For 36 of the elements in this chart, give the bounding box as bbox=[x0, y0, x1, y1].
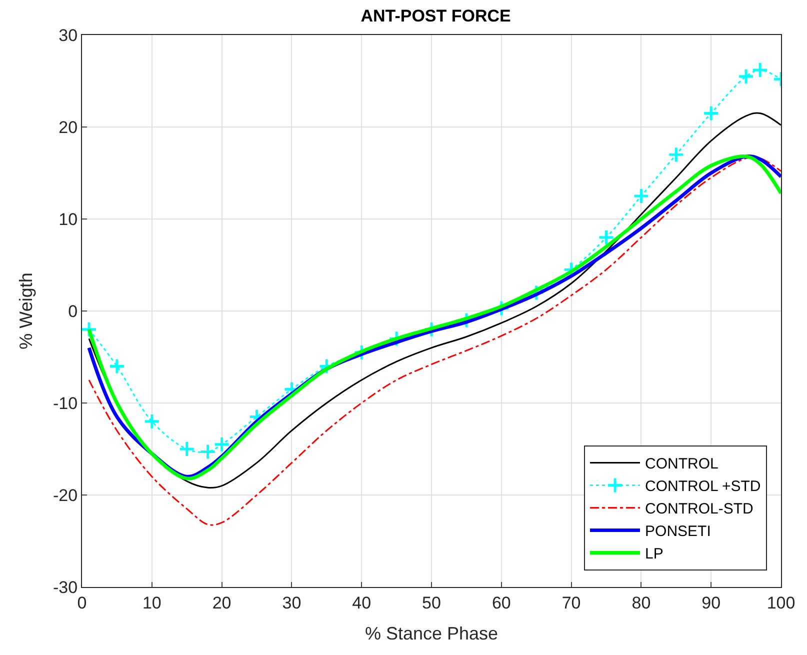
x-tick-label: 40 bbox=[352, 593, 372, 612]
legend-label: LP bbox=[645, 546, 664, 563]
y-tick-label: 10 bbox=[58, 210, 78, 229]
point bbox=[598, 229, 614, 246]
x-tick-label: 70 bbox=[562, 593, 581, 612]
y-tick-label: 0 bbox=[68, 302, 78, 321]
x-axis-title: % Stance Phase bbox=[364, 624, 498, 644]
x-tick-label: 60 bbox=[492, 593, 511, 612]
y-tick-label: -30 bbox=[53, 578, 78, 597]
point bbox=[200, 444, 216, 460]
x-tick-label: 50 bbox=[422, 593, 441, 612]
y-axis-title: % Weigth bbox=[16, 272, 36, 350]
legend-label: CONTROL +STD bbox=[645, 478, 761, 496]
point bbox=[178, 440, 196, 458]
point bbox=[144, 413, 160, 430]
x-tick-label: 20 bbox=[212, 593, 232, 612]
chart-title: ANT-POST FORCE bbox=[360, 6, 511, 26]
y-tick-label: -20 bbox=[53, 486, 78, 505]
point bbox=[702, 104, 720, 122]
y-tick-label: 20 bbox=[58, 118, 78, 137]
y-tick-label: 30 bbox=[58, 26, 78, 45]
point bbox=[668, 146, 684, 163]
legend-label: CONTROL-STD bbox=[645, 500, 754, 518]
point bbox=[214, 436, 230, 453]
x-tick-label: 10 bbox=[142, 593, 162, 612]
x-tick-label: 80 bbox=[632, 593, 651, 612]
x-tick-label: 100 bbox=[766, 593, 796, 612]
point bbox=[108, 358, 126, 374]
point bbox=[738, 68, 754, 85]
legend-label: PONSETI bbox=[645, 523, 711, 540]
point bbox=[752, 62, 768, 78]
point bbox=[632, 188, 650, 204]
y-tick-label: -10 bbox=[53, 394, 78, 413]
x-tick-label: 30 bbox=[282, 593, 302, 612]
legend-label: CONTROL bbox=[645, 456, 718, 473]
x-tick-label: 90 bbox=[702, 593, 721, 612]
